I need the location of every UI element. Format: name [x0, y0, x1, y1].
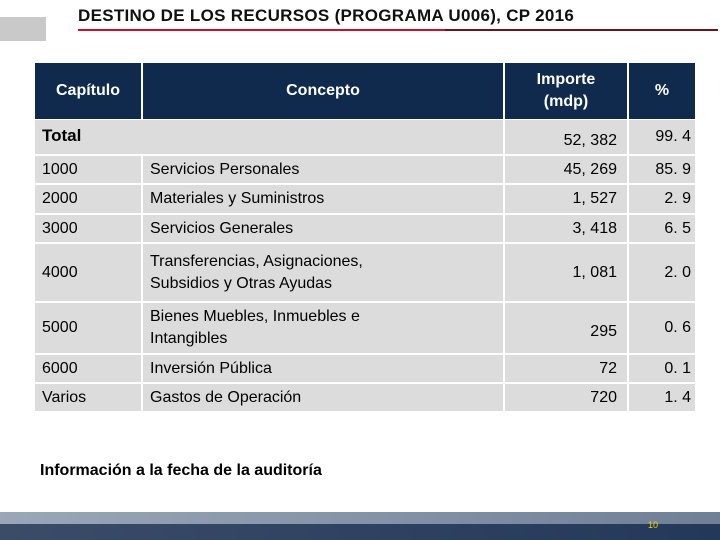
row-pct: 2. 9 — [629, 185, 695, 213]
header-concepto: Concepto — [143, 63, 503, 119]
header-pct: % — [629, 63, 695, 119]
row-concepto-line2: Subsidios y Otras Ayudas — [150, 274, 333, 292]
row-capitulo: 4000 — [35, 244, 141, 301]
row-concepto: Gastos de Operación — [143, 384, 503, 411]
row-importe: 720 — [505, 384, 627, 411]
header-importe: Importe (mdp) — [505, 63, 627, 119]
header-importe-line2: (mdp) — [543, 93, 589, 110]
row-capitulo: 6000 — [35, 355, 141, 382]
row-capitulo: 3000 — [35, 215, 141, 242]
header-capitulo: Capítulo — [35, 63, 141, 119]
row-concepto-line1: Transferencias, Asignaciones, — [150, 252, 363, 270]
total-pct: 99. 4 — [629, 120, 695, 154]
row-concepto-line2: Intangibles — [150, 330, 228, 347]
title-underline — [78, 29, 718, 31]
row-concepto: Inversión Pública — [143, 355, 503, 382]
row-importe: 3, 418 — [505, 215, 627, 242]
row-pct: 0. 1 — [629, 355, 695, 382]
row-capitulo: 5000 — [35, 303, 141, 353]
row-pct: 2. 0 — [629, 244, 695, 301]
row-concepto: Servicios Generales — [143, 215, 503, 242]
row-pct: 6. 5 — [629, 215, 695, 242]
page-number: 10 — [648, 520, 659, 530]
header-importe-line1: Importe — [536, 71, 596, 88]
footer-note: Información a la fecha de la auditoría — [40, 462, 322, 479]
row-concepto: Bienes Muebles, Inmuebles e Intangibles — [143, 303, 503, 353]
row-concepto: Servicios Personales — [143, 156, 503, 183]
row-importe: 1, 527 — [505, 185, 627, 213]
title-underline-dark — [445, 29, 718, 31]
total-importe: 52, 382 — [505, 120, 627, 154]
row-capitulo: 2000 — [35, 185, 141, 213]
corner-decoration — [0, 17, 46, 41]
row-concepto: Transferencias, Asignaciones, Subsidios … — [143, 244, 503, 301]
row-pct: 1. 4 — [629, 384, 695, 411]
total-label: Total — [35, 120, 503, 154]
row-pct: 85. 9 — [629, 156, 695, 183]
footer-band-light — [0, 512, 720, 524]
row-capitulo: Varios — [35, 384, 141, 411]
row-importe: 295 — [505, 303, 627, 353]
row-concepto-line1: Bienes Muebles, Inmuebles e — [150, 308, 360, 325]
footer-band-dark — [0, 524, 720, 540]
row-importe: 72 — [505, 355, 627, 382]
page-title: DESTINO DE LOS RECURSOS (PROGRAMA U006),… — [78, 6, 575, 25]
row-importe: 45, 269 — [505, 156, 627, 183]
row-capitulo: 1000 — [35, 156, 141, 183]
row-concepto: Materiales y Suministros — [143, 185, 503, 213]
row-pct: 0. 6 — [629, 303, 695, 353]
row-importe: 1, 081 — [505, 244, 627, 301]
